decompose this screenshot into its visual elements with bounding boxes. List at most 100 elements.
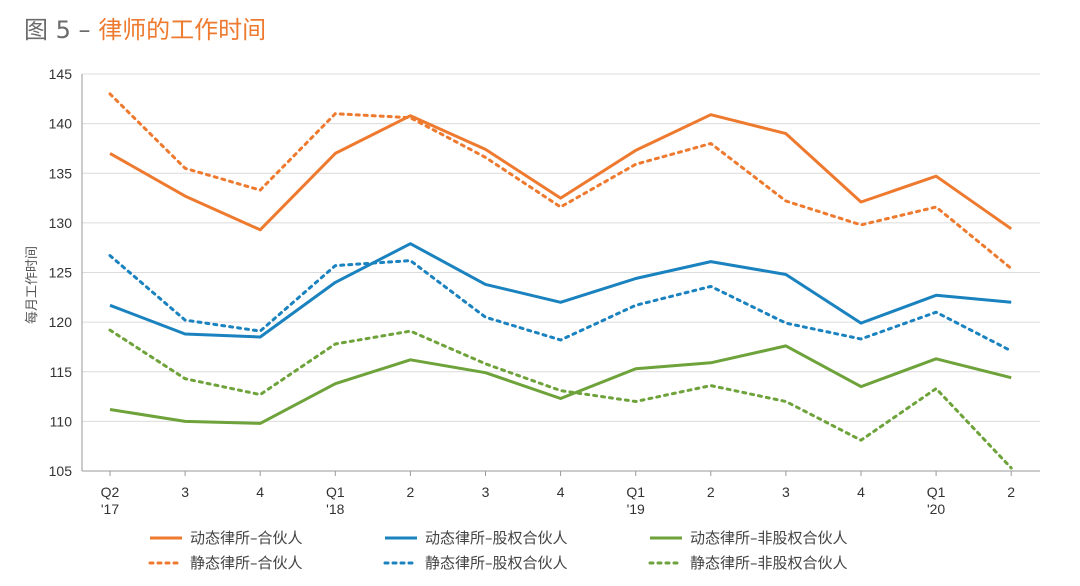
data-point <box>784 400 788 404</box>
data-point <box>859 200 863 204</box>
data-point <box>108 407 112 411</box>
data-point <box>559 196 563 200</box>
series-line-6 <box>108 328 1013 470</box>
y-tick-label: 105 <box>49 463 73 479</box>
data-point <box>484 282 488 286</box>
data-point <box>709 284 713 288</box>
data-point <box>484 362 488 366</box>
x-tick-label: 2 <box>407 484 415 500</box>
legend-label: 动态律所–股权合伙人 <box>425 529 568 547</box>
data-point <box>709 141 713 145</box>
y-tick-label: 130 <box>49 215 73 231</box>
data-point <box>784 132 788 136</box>
data-point <box>559 205 563 209</box>
series-lines <box>108 92 1013 470</box>
data-point <box>859 385 863 389</box>
x-tick-label: Q1 <box>927 484 946 500</box>
data-point <box>484 155 488 159</box>
data-point <box>784 344 788 348</box>
data-point <box>108 303 112 307</box>
figure-number: 图 5 <box>24 16 71 44</box>
data-point <box>183 377 187 381</box>
data-point <box>408 329 412 333</box>
data-point <box>333 280 337 284</box>
data-point <box>784 321 788 325</box>
title-separator: – <box>78 16 91 44</box>
series-line-2 <box>108 92 1013 270</box>
data-point <box>484 315 488 319</box>
data-point <box>408 358 412 362</box>
data-point <box>258 188 262 192</box>
data-point <box>183 194 187 198</box>
data-point <box>484 147 488 151</box>
data-point <box>559 397 563 401</box>
legend-label: 静态律所–非股权合伙人 <box>690 554 848 572</box>
data-point <box>934 174 938 178</box>
data-point <box>634 400 638 404</box>
y-tick-label: 125 <box>49 265 73 281</box>
data-point <box>108 151 112 155</box>
data-point <box>333 342 337 346</box>
title-text: 律师的工作时间 <box>98 16 267 44</box>
data-point <box>108 92 112 96</box>
x-tick-label: 4 <box>557 484 565 500</box>
legend-label: 动态律所–合伙人 <box>190 529 303 547</box>
data-point <box>1009 267 1013 271</box>
legend-label: 静态律所–股权合伙人 <box>425 554 568 572</box>
data-point <box>258 335 262 339</box>
y-tick-label: 140 <box>49 116 73 132</box>
data-point <box>859 438 863 442</box>
data-point <box>408 259 412 263</box>
data-point <box>258 329 262 333</box>
series-line-3 <box>109 242 1012 339</box>
data-point <box>333 151 337 155</box>
x-tick-label: 3 <box>782 484 790 500</box>
x-axis: Q2'173 4 Q1'182 3 4 Q1'192 3 4 Q1'202 <box>82 470 1040 517</box>
series-line-1 <box>109 113 1013 232</box>
data-point <box>258 393 262 397</box>
y-tick-label: 120 <box>49 314 73 330</box>
series-line-5 <box>109 344 1012 425</box>
data-point <box>859 223 863 227</box>
data-point <box>934 293 938 297</box>
data-point <box>709 113 713 117</box>
legend-label: 动态律所–非股权合伙人 <box>690 529 848 547</box>
y-tick-label: 110 <box>50 413 73 429</box>
x-tick-year-label: '20 <box>927 501 945 517</box>
y-tick-label: 145 <box>49 66 73 82</box>
series-line-4 <box>108 254 1013 353</box>
x-tick-label: 2 <box>707 484 715 500</box>
data-point <box>634 367 638 371</box>
data-point <box>859 337 863 341</box>
data-point <box>333 382 337 386</box>
x-tick-label: 3 <box>482 484 490 500</box>
x-tick-label: Q2 <box>101 484 120 500</box>
x-tick-label: 4 <box>256 484 264 500</box>
x-tick-label: 2 <box>1007 484 1015 500</box>
x-tick-label: Q1 <box>326 484 345 500</box>
data-point <box>108 328 112 332</box>
data-point <box>634 162 638 166</box>
data-point <box>108 254 112 258</box>
data-point <box>934 387 938 391</box>
legend-label: 静态律所–合伙人 <box>190 554 303 572</box>
y-axis: 105 110 115 120 125 130 135 140 145 <box>49 66 83 479</box>
data-point <box>258 421 262 425</box>
x-tick-year-label: '19 <box>627 501 645 517</box>
data-point <box>484 371 488 375</box>
data-point <box>709 260 713 264</box>
y-tick-label: 115 <box>50 364 73 380</box>
x-tick-label: 4 <box>857 484 865 500</box>
gridlines <box>82 73 1040 422</box>
data-point <box>859 321 863 325</box>
data-point <box>1009 349 1013 353</box>
x-tick-year-label: '17 <box>101 501 119 517</box>
data-point <box>634 276 638 280</box>
data-point <box>934 310 938 314</box>
data-point <box>408 116 412 120</box>
data-point <box>183 419 187 423</box>
y-tick-label: 135 <box>49 165 73 181</box>
data-point <box>1009 466 1013 470</box>
data-point <box>333 112 337 116</box>
